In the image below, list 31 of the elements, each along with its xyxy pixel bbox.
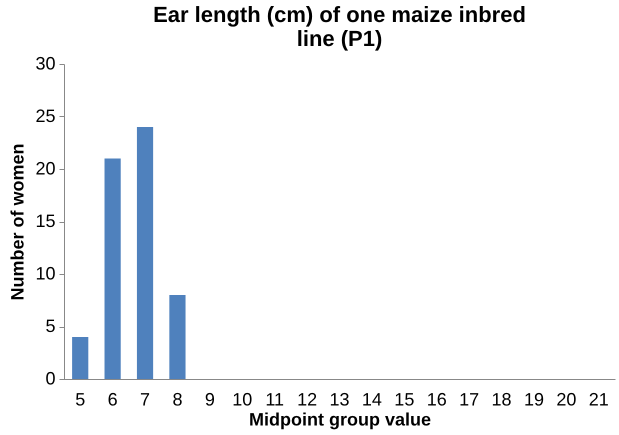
bar xyxy=(104,158,121,379)
x-axis-title: Midpoint group value xyxy=(249,410,431,430)
y-tick-label: 5 xyxy=(45,316,56,336)
y-tick-label: 15 xyxy=(35,211,56,231)
x-tick-label: 17 xyxy=(459,390,480,410)
bar xyxy=(72,337,88,379)
x-tick-label: 9 xyxy=(204,390,215,410)
chart-title: Ear length (cm) of one maize inbred line (P1) xyxy=(153,2,526,51)
x-tick-label: 13 xyxy=(329,390,350,410)
y-tick-label: 30 xyxy=(35,54,56,74)
x-tick-label: 16 xyxy=(426,390,447,410)
x-tick-label: 8 xyxy=(172,390,182,410)
x-tick-label: 14 xyxy=(362,390,382,410)
y-tick-label: 20 xyxy=(35,158,56,178)
bar xyxy=(136,127,154,379)
x-tick-label: 15 xyxy=(394,390,414,410)
x-tick-label: 11 xyxy=(265,390,284,410)
x-tick-label: 20 xyxy=(556,390,576,410)
x-tick-label: 7 xyxy=(140,390,150,410)
y-tick-label: 10 xyxy=(35,264,56,284)
x-tick-label: 5 xyxy=(75,390,86,410)
bar xyxy=(169,295,186,379)
y-tick-label: 0 xyxy=(45,368,56,388)
x-tick-label: 6 xyxy=(108,390,118,410)
x-tick-label: 18 xyxy=(492,390,512,410)
x-tick-label: 19 xyxy=(524,390,544,410)
y-axis-title: Number of women xyxy=(7,143,28,301)
x-tick-label: 10 xyxy=(232,390,252,410)
x-tick-label: 21 xyxy=(588,390,609,410)
y-tick-label: 25 xyxy=(35,106,56,126)
x-tick-label: 12 xyxy=(297,390,318,410)
